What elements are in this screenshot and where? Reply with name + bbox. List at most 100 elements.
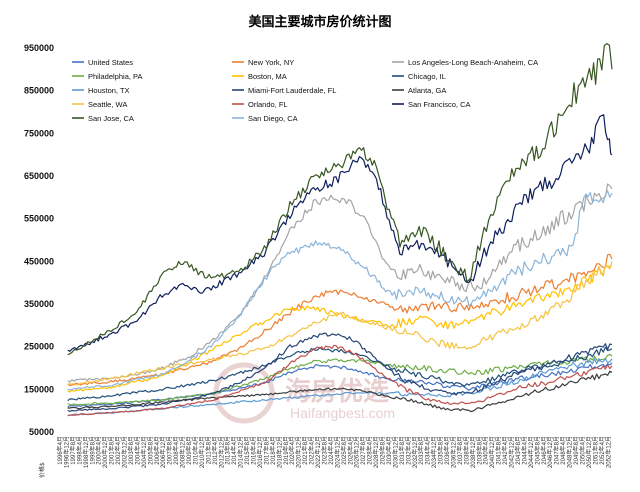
x-tick-label: 2032年4月 (404, 436, 412, 465)
y-tick-label: 650000 (24, 171, 54, 181)
chart-title: 美国主要城市房价统计图 (248, 14, 391, 30)
x-tick-label: 2002年12月 (121, 436, 129, 468)
x-tick-label: 2022年12月 (314, 436, 322, 468)
x-tick-label: 2034年4月 (424, 436, 432, 465)
x-tick-label: 2044年4月 (520, 436, 528, 465)
x-tick-label: 2032年12月 (411, 436, 419, 468)
series-line (67, 362, 613, 408)
legend-label: Los Angeles-Long Beach-Anaheim, CA (408, 58, 538, 67)
x-tick-label: 2000年12月 (101, 436, 109, 468)
x-tick-label: 2029年8月 (379, 436, 387, 465)
x-tick-label: 2050年4月 (578, 436, 586, 465)
x-tick-label: 1996年4月 (56, 436, 64, 465)
x-tick-label: 2002年4月 (114, 436, 122, 465)
x-tick-label: 2016年4月 (250, 436, 258, 465)
x-tick-label: 2041年8月 (495, 436, 503, 465)
y-tick-label: 750000 (24, 128, 54, 138)
x-tick-label: 2023年8月 (320, 436, 328, 465)
x-tick-label: 2048年12月 (566, 436, 574, 468)
watermark-url: Haifangbest.com (290, 405, 395, 421)
legend-label: Houston, TX (88, 86, 130, 95)
x-tick-label: 2028年4月 (366, 436, 374, 465)
x-tick-label: 2037年8月 (456, 436, 464, 465)
x-tick-label: 2020年4月 (288, 436, 296, 465)
x-tick-label: 2052年12月 (604, 436, 612, 468)
x-tick-label: 2024年4月 (327, 436, 335, 465)
x-tick-label: 2036年12月 (449, 436, 457, 468)
x-tick-label: 2050年12月 (585, 436, 593, 468)
y-tick-label: 950000 (24, 43, 54, 53)
x-tick-label: 2039年8月 (475, 436, 483, 465)
y-tick-label: 850000 (24, 86, 54, 96)
legend-label: Chicago, IL (408, 72, 446, 81)
series-line (67, 43, 613, 356)
x-tick-label: 2048年4月 (559, 436, 567, 465)
x-tick-label: 2012年12月 (217, 436, 225, 468)
x-tick-label: 1999年8月 (88, 436, 96, 465)
x-tick-label: 2010年12月 (198, 436, 206, 468)
x-tick-label: 2004年12月 (140, 436, 148, 468)
legend-label: United States (88, 58, 133, 67)
x-tick-label: 2021年8月 (301, 436, 309, 465)
x-tick-label: 2028年12月 (372, 436, 380, 468)
x-tick-label: 2003年8月 (127, 436, 135, 465)
legend-label: San Francisco, CA (408, 100, 471, 109)
x-tick-label: 2030年12月 (391, 436, 399, 468)
watermark: 海房优选 Haifangbest.com (213, 362, 395, 424)
y-tick-label: 350000 (24, 299, 54, 309)
x-tick-label: 1996年12月 (62, 436, 70, 468)
x-tick-label: 2004年4月 (133, 436, 141, 465)
x-tick-label: 2035年8月 (437, 436, 445, 465)
x-tick-label: 2022年4月 (308, 436, 316, 465)
x-tick-label: 2038年12月 (469, 436, 477, 468)
x-tick-label: 2015年8月 (243, 436, 251, 465)
x-tick-label: 2011年8月 (204, 436, 212, 464)
y-axis-ticks: 50000 150000 250000 350000 450000 550000 65000… (24, 43, 54, 437)
x-tick-label: 2001年8月 (108, 436, 116, 465)
x-tick-label: 2047年8月 (553, 436, 561, 465)
x-tick-label: 2046年12月 (546, 436, 554, 468)
x-tick-label: 2017年8月 (262, 436, 270, 465)
legend-label: New York, NY (248, 58, 294, 67)
x-tick-label: 2008年4月 (172, 436, 180, 465)
y-tick-label: 550000 (24, 214, 54, 224)
x-tick-label: 2040年12月 (488, 436, 496, 468)
x-tick-label: 2018年12月 (275, 436, 283, 468)
series-line (67, 353, 613, 406)
series-lines (67, 43, 613, 417)
x-tick-label: 2027年8月 (359, 436, 367, 465)
x-tick-label: 2020年12月 (295, 436, 303, 468)
x-tick-label: 2025年8月 (340, 436, 348, 465)
y-axis-label: 价格$ (38, 462, 46, 478)
legend-label: San Diego, CA (248, 114, 298, 123)
x-tick-label: 2019年8月 (282, 436, 290, 465)
legend-label: San Jose, CA (88, 114, 134, 123)
x-tick-label: 2012年4月 (211, 436, 219, 465)
series-line (67, 114, 613, 352)
x-tick-label: 2005年8月 (146, 436, 154, 465)
legend: United States New York, NY Los Angeles-Lon… (72, 58, 538, 123)
series-line (67, 332, 613, 412)
legend-label: Orlando, FL (248, 100, 288, 109)
x-tick-label: 2046年4月 (540, 436, 548, 465)
x-tick-label: 2040年4月 (482, 436, 490, 465)
legend-label: Miami-Fort Lauderdale, FL (248, 86, 336, 95)
x-tick-label: 2049年8月 (572, 436, 580, 465)
x-tick-label: 2000年4月 (95, 436, 103, 465)
x-tick-label: 2026年4月 (346, 436, 354, 465)
series-line (67, 346, 613, 402)
watermark-brand: 海房优选 (285, 377, 389, 407)
x-tick-label: 2006年12月 (159, 436, 167, 468)
y-tick-label: 50000 (29, 427, 54, 437)
y-tick-label: 250000 (24, 342, 54, 352)
x-tick-label: 2045年8月 (533, 436, 541, 465)
x-tick-label: 2036年4月 (443, 436, 451, 465)
x-tick-label: 2006年4月 (153, 436, 161, 465)
x-tick-label: 2018年4月 (269, 436, 277, 465)
x-tick-label: 1998年4月 (75, 436, 83, 465)
legend-label: Seattle, WA (88, 100, 127, 109)
series-line (67, 190, 613, 391)
x-tick-label: 2016年12月 (256, 436, 264, 468)
x-tick-label: 2042年4月 (501, 436, 509, 465)
